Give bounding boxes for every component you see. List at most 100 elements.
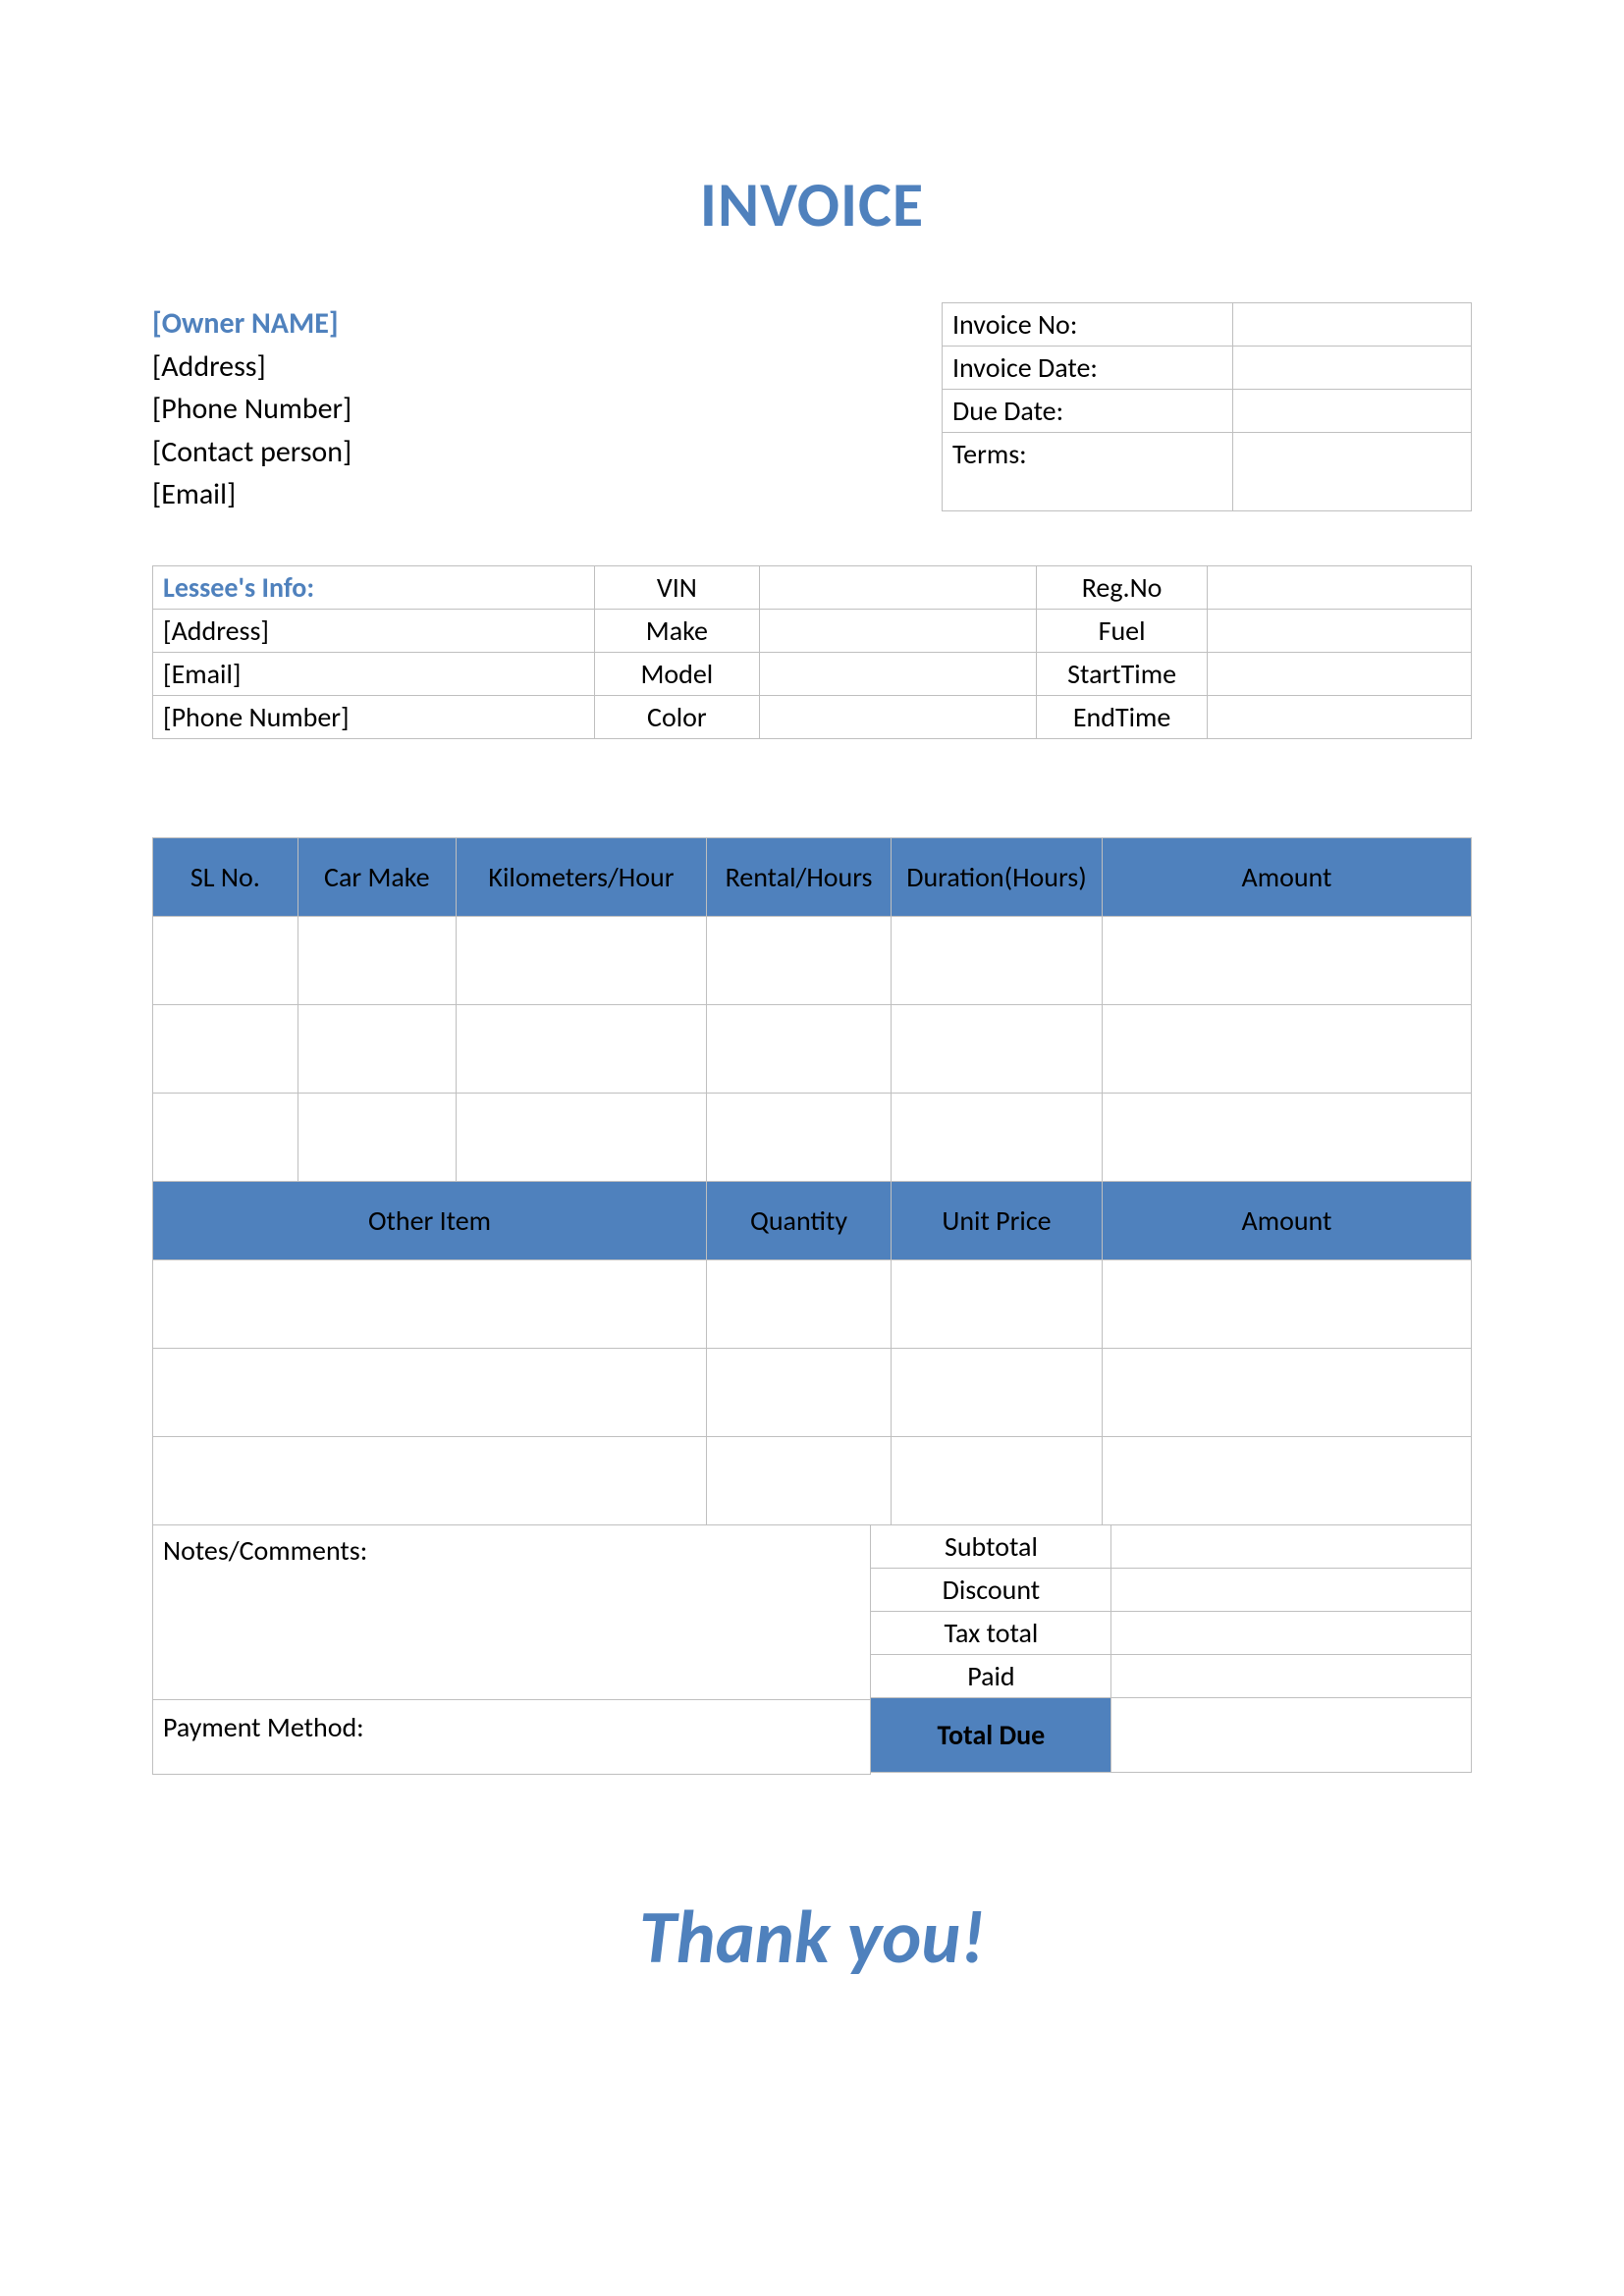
lessee-phone: [Phone Number] (153, 695, 595, 738)
item-row (153, 916, 1472, 1004)
owner-address: [Address] (152, 346, 352, 389)
cell (456, 1004, 706, 1093)
owner-contact: [Contact person] (152, 431, 352, 474)
owner-name: [Owner NAME] (152, 302, 352, 346)
lessee-address: [Address] (153, 609, 595, 652)
total-due-value (1111, 1698, 1472, 1773)
col-amount: Amount (1102, 837, 1471, 916)
regno-label: Reg.No (1036, 565, 1208, 609)
cell (892, 1259, 1103, 1348)
header-row: [Owner NAME] [Address] [Phone Number] [C… (152, 302, 1472, 516)
cell (153, 1093, 298, 1181)
owner-email: [Email] (152, 473, 352, 516)
cell (298, 916, 456, 1004)
cell (1102, 916, 1471, 1004)
payment-label: Payment Method: (163, 1710, 364, 1744)
cell (707, 1348, 892, 1436)
cell (707, 1259, 892, 1348)
other-row (153, 1348, 1472, 1436)
items-header-row: SL No. Car Make Kilometers/Hour Rental/H… (153, 837, 1472, 916)
notes-label: Notes/Comments: (163, 1533, 367, 1568)
owner-phone: [Phone Number] (152, 388, 352, 431)
start-label: StartTime (1036, 652, 1208, 695)
terms-label: Terms: (943, 433, 1233, 511)
cell (153, 1348, 707, 1436)
cell (707, 916, 892, 1004)
vin-value (759, 565, 1036, 609)
other-row (153, 1259, 1472, 1348)
cell (892, 1348, 1103, 1436)
fuel-value (1208, 609, 1472, 652)
col-qty: Quantity (707, 1181, 892, 1259)
cell (892, 916, 1103, 1004)
notes-box: Notes/Comments: (152, 1525, 871, 1700)
col-amount2: Amount (1102, 1181, 1471, 1259)
cell (1102, 1093, 1471, 1181)
totals-table: Subtotal Discount Tax total Paid Total D… (871, 1525, 1472, 1774)
cell (1102, 1348, 1471, 1436)
item-row (153, 1004, 1472, 1093)
page-title: INVOICE (152, 167, 1472, 243)
totals-column: Subtotal Discount Tax total Paid Total D… (871, 1525, 1472, 1775)
cell (892, 1004, 1103, 1093)
fuel-label: Fuel (1036, 609, 1208, 652)
cell (298, 1004, 456, 1093)
invoice-no-value (1233, 303, 1472, 347)
tax-value (1111, 1612, 1472, 1655)
col-km: Kilometers/Hour (456, 837, 706, 916)
item-row (153, 1093, 1472, 1181)
cell (892, 1436, 1103, 1524)
cell (1102, 1436, 1471, 1524)
cell (707, 1004, 892, 1093)
col-make: Car Make (298, 837, 456, 916)
terms-value (1233, 433, 1472, 511)
cell (892, 1093, 1103, 1181)
items-table: SL No. Car Make Kilometers/Hour Rental/H… (152, 837, 1472, 1525)
invoice-meta-table: Invoice No: Invoice Date: Due Date: Term… (942, 302, 1472, 511)
cell (707, 1093, 892, 1181)
other-header-row: Other Item Quantity Unit Price Amount (153, 1181, 1472, 1259)
paid-value (1111, 1655, 1472, 1698)
paid-label: Paid (871, 1655, 1110, 1698)
end-label: EndTime (1036, 695, 1208, 738)
cell (153, 1259, 707, 1348)
col-duration: Duration(Hours) (892, 837, 1103, 916)
cell (153, 916, 298, 1004)
payment-box: Payment Method: (152, 1700, 871, 1775)
thank-you-text: Thank you! (152, 1893, 1472, 1983)
regno-value (1208, 565, 1472, 609)
color-value (759, 695, 1036, 738)
invoice-date-label: Invoice Date: (943, 347, 1233, 390)
due-date-label: Due Date: (943, 390, 1233, 433)
cell (153, 1436, 707, 1524)
subtotal-value (1111, 1525, 1472, 1569)
owner-block: [Owner NAME] [Address] [Phone Number] [C… (152, 302, 352, 516)
invoice-page: INVOICE [Owner NAME] [Address] [Phone Nu… (0, 0, 1624, 2296)
color-label: Color (594, 695, 759, 738)
col-sl: SL No. (153, 837, 298, 916)
cell (153, 1004, 298, 1093)
col-other-item: Other Item (153, 1181, 707, 1259)
discount-label: Discount (871, 1569, 1110, 1612)
make-value (759, 609, 1036, 652)
model-value (759, 652, 1036, 695)
vin-label: VIN (594, 565, 759, 609)
discount-value (1111, 1569, 1472, 1612)
cell (707, 1436, 892, 1524)
notes-column: Notes/Comments: Payment Method: (152, 1525, 871, 1775)
cell (456, 916, 706, 1004)
due-date-value (1233, 390, 1472, 433)
model-label: Model (594, 652, 759, 695)
cell (1102, 1259, 1471, 1348)
other-row (153, 1436, 1472, 1524)
col-price: Unit Price (892, 1181, 1103, 1259)
subtotal-label: Subtotal (871, 1525, 1110, 1569)
bottom-section: Notes/Comments: Payment Method: Subtotal… (152, 1525, 1472, 1775)
tax-label: Tax total (871, 1612, 1110, 1655)
lessee-table: Lessee's Info: VIN Reg.No [Address] Make… (152, 565, 1472, 739)
total-due-label: Total Due (871, 1698, 1110, 1773)
invoice-date-value (1233, 347, 1472, 390)
end-value (1208, 695, 1472, 738)
col-rental: Rental/Hours (707, 837, 892, 916)
make-label: Make (594, 609, 759, 652)
